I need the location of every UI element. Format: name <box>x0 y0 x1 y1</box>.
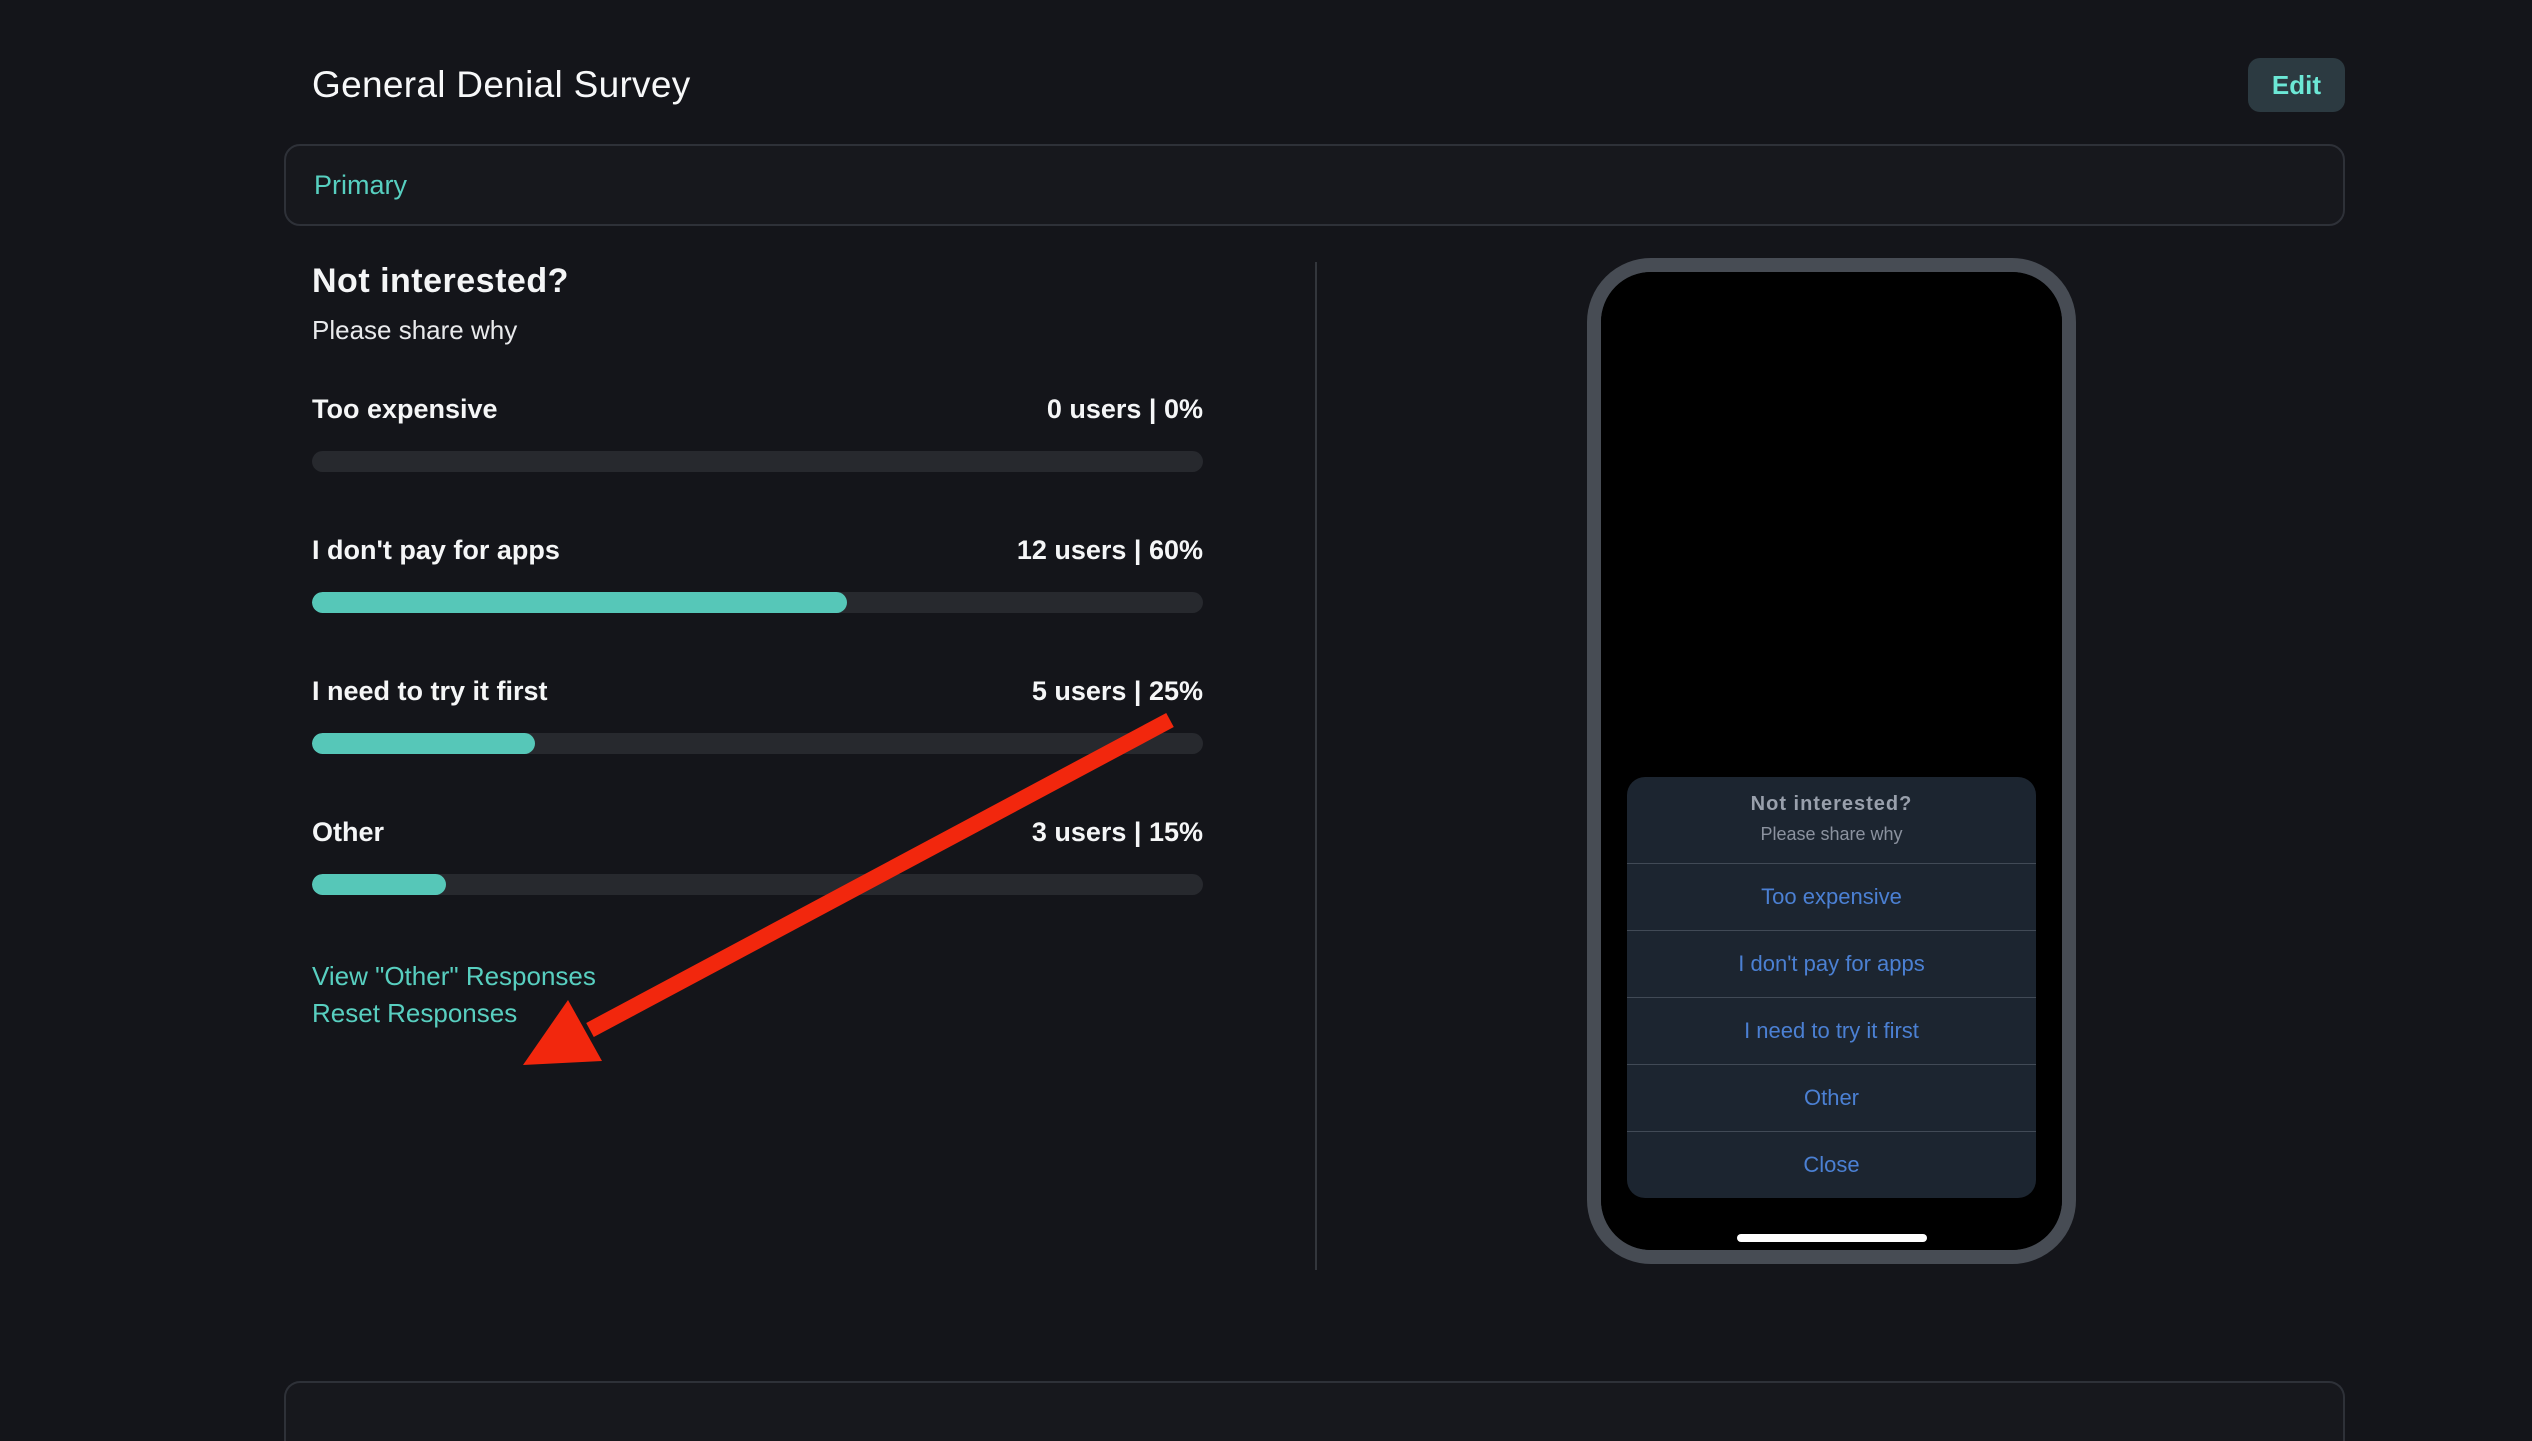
vertical-divider <box>1315 262 1317 1270</box>
option-stat: 5 users | 25% <box>1031 676 1203 706</box>
dialog-option-other[interactable]: Other <box>1627 1064 2036 1131</box>
option-label: Other <box>312 817 385 847</box>
section-primary-label: Primary <box>314 169 407 200</box>
section-primary-bar[interactable]: Primary <box>284 144 2345 226</box>
survey-dialog: Not interested? Please share why Too exp… <box>1627 777 2036 1198</box>
survey-subtitle: Please share why <box>312 315 518 345</box>
survey-option-row: I don't pay for apps 12 users | 60% <box>312 535 1203 613</box>
progress-fill <box>312 592 847 613</box>
survey-option-row: I need to try it first 5 users | 25% <box>312 676 1203 754</box>
survey-links: View "Other" Responses Reset Responses <box>312 958 1203 1032</box>
dialog-option-dont-pay[interactable]: I don't pay for apps <box>1627 930 2036 997</box>
dialog-option-try-first[interactable]: I need to try it first <box>1627 997 2036 1064</box>
page-title: General Denial Survey <box>312 64 691 105</box>
option-label: Too expensive <box>312 394 498 424</box>
option-stat: 12 users | 60% <box>1016 535 1203 565</box>
main-content: Not interested? Please share why Too exp… <box>0 258 2532 1270</box>
option-stat: 3 users | 15% <box>1031 817 1203 847</box>
home-indicator <box>1736 1234 1927 1242</box>
page-header: General Denial Survey Edit <box>312 58 2345 112</box>
dialog-header: Not interested? Please share why <box>1627 777 2036 863</box>
survey-question: Not interested? <box>312 262 569 300</box>
progress-fill <box>312 733 535 754</box>
dialog-title: Not interested? <box>1750 793 1913 815</box>
edit-button[interactable]: Edit <box>2247 58 2345 112</box>
option-stat: 0 users | 0% <box>1046 394 1203 424</box>
progress-track <box>312 451 1203 472</box>
survey-results-page: { "header": { "title": "General Denial S… <box>0 58 2532 1441</box>
option-label: I don't pay for apps <box>312 535 560 565</box>
next-section-bar[interactable] <box>284 1381 2345 1441</box>
view-other-responses-link[interactable]: View "Other" Responses <box>312 961 596 991</box>
phone-screen: Not interested? Please share why Too exp… <box>1601 272 2062 1250</box>
dialog-close-button[interactable]: Close <box>1627 1131 2036 1198</box>
phone-preview-panel: Not interested? Please share why Too exp… <box>1317 258 2532 1270</box>
progress-track <box>312 733 1203 754</box>
reset-responses-link[interactable]: Reset Responses <box>312 998 518 1028</box>
phone-mockup: Not interested? Please share why Too exp… <box>1587 258 2076 1264</box>
survey-option-row: Too expensive 0 users | 0% <box>312 394 1203 472</box>
option-label: I need to try it first <box>312 676 548 706</box>
dialog-option-too-expensive[interactable]: Too expensive <box>1627 863 2036 930</box>
survey-results-panel: Not interested? Please share why Too exp… <box>312 262 1203 1270</box>
progress-track <box>312 592 1203 613</box>
progress-fill <box>312 874 446 895</box>
survey-option-row: Other 3 users | 15% <box>312 817 1203 895</box>
progress-track <box>312 874 1203 895</box>
dialog-subtitle: Please share why <box>1760 824 1903 844</box>
